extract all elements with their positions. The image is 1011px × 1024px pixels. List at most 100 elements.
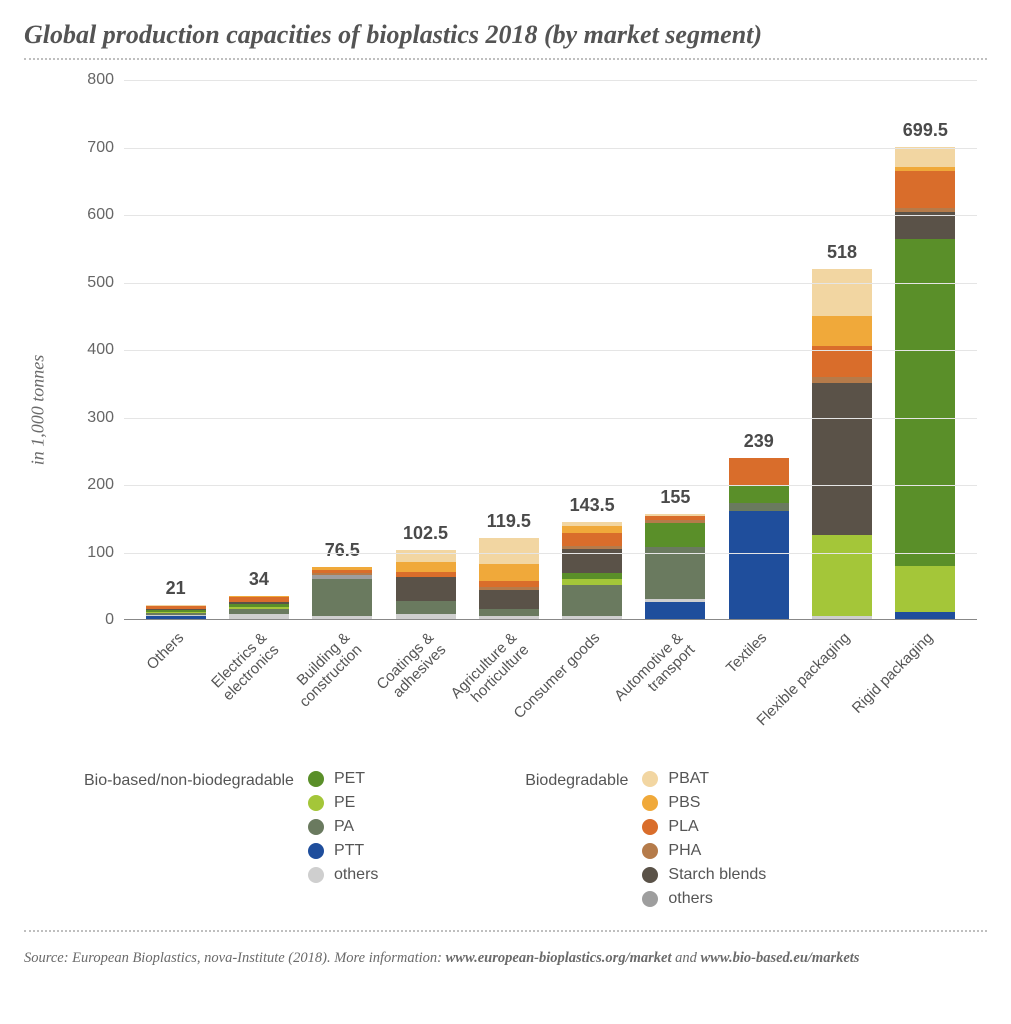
divider-top	[24, 58, 987, 60]
legend: Bio-based/non-biodegradable PET PE PA PTT ot…	[24, 770, 987, 908]
bar-stack	[229, 596, 289, 619]
x-axis-label: Coatings &adhesives	[390, 622, 461, 742]
x-axis-label: Others	[140, 622, 211, 742]
bar-segment-PA	[729, 503, 789, 511]
bar-segment-PBS	[479, 564, 539, 581]
legend-label: PET	[334, 770, 365, 788]
bar-total-label: 518	[806, 242, 877, 263]
bar-segment-nb_others	[479, 616, 539, 619]
bar-segment-PA	[562, 585, 622, 615]
legend-item: PBAT	[642, 770, 766, 788]
footer-link1: www.european-bioplastics.org/market	[446, 950, 672, 966]
bar-total-label: 21	[140, 578, 211, 599]
legend-swatch	[308, 819, 324, 835]
bar-segment-Starch_blends	[479, 590, 539, 609]
bar-stack	[312, 567, 372, 619]
gridline	[124, 215, 977, 216]
y-tick-label: 200	[87, 476, 114, 494]
gridline	[124, 418, 977, 419]
footer-source: Source: European Bioplastics, nova-Insti…	[24, 950, 987, 967]
bar-segment-PE	[895, 566, 955, 612]
bar-segment-nb_others	[312, 616, 372, 619]
legend-swatch	[308, 867, 324, 883]
bar-segment-PBS	[812, 316, 872, 346]
legend-label: PLA	[668, 818, 698, 836]
legend-swatch	[642, 771, 658, 787]
bar-stack	[729, 458, 789, 619]
bar-segment-PA	[479, 609, 539, 616]
bar-segment-PA	[645, 547, 705, 600]
legend-items-nonbio: PET PE PA PTT others	[308, 770, 378, 908]
gridline	[124, 350, 977, 351]
y-tick-label: 300	[87, 409, 114, 427]
legend-item: Starch blends	[642, 866, 766, 884]
bar-stack	[812, 269, 872, 619]
gridline	[124, 148, 977, 149]
legend-item: PLA	[642, 818, 766, 836]
bar-segment-PTT	[146, 616, 206, 619]
bar-segment-PBS	[562, 526, 622, 533]
legend-label: Starch blends	[668, 866, 766, 884]
legend-label: PE	[334, 794, 355, 812]
bar-segment-PBAT	[812, 269, 872, 316]
gridline	[124, 485, 977, 486]
x-axis-label: Agriculture &horticulture	[473, 622, 544, 742]
y-tick-label: 600	[87, 206, 114, 224]
legend-label: PBAT	[668, 770, 709, 788]
legend-item: PBS	[642, 794, 766, 812]
y-tick-label: 700	[87, 139, 114, 157]
legend-item: others	[308, 866, 378, 884]
y-tick-label: 800	[87, 71, 114, 89]
legend-item: PE	[308, 794, 378, 812]
bar-total-label: 102.5	[390, 523, 461, 544]
footer-mid: and	[671, 950, 700, 966]
legend-swatch	[308, 771, 324, 787]
legend-item: PTT	[308, 842, 378, 860]
y-tick-label: 400	[87, 341, 114, 359]
y-tick-label: 100	[87, 544, 114, 562]
legend-label: PBS	[668, 794, 700, 812]
legend-swatch	[642, 843, 658, 859]
footer-link2: www.bio-based.eu/markets	[700, 950, 859, 966]
legend-label: PHA	[668, 842, 701, 860]
bar-segment-nb_others	[812, 616, 872, 619]
bar-segment-PE	[812, 535, 872, 616]
x-axis-label: Textiles	[723, 622, 794, 742]
legend-title-bio: Biodegradable	[438, 770, 628, 908]
legend-items-bio: PBAT PBS PLA PHA Starch blends others	[642, 770, 766, 908]
x-axis-label: Automotive &transport	[640, 622, 711, 742]
bar-segment-PHA	[812, 377, 872, 384]
bar-segment-PBAT	[895, 147, 955, 168]
legend-swatch	[642, 891, 658, 907]
bar-segment-PET	[645, 523, 705, 547]
legend-label: PA	[334, 818, 354, 836]
y-tick-label: 500	[87, 274, 114, 292]
bar-stack	[479, 538, 539, 619]
bar-segment-PLA	[729, 458, 789, 485]
bar-segment-nb_others	[229, 614, 289, 619]
legend-title-nonbio: Bio-based/non-biodegradable	[84, 770, 294, 908]
legend-swatch	[308, 843, 324, 859]
bar-segment-PLA	[895, 171, 955, 208]
bar-stack	[146, 605, 206, 619]
chart-title: Global production capacities of bioplast…	[24, 20, 987, 50]
legend-item: PET	[308, 770, 378, 788]
legend-item: others	[642, 890, 766, 908]
gridline	[124, 283, 977, 284]
bar-total-label: 34	[223, 569, 294, 590]
legend-group-bio: Biodegradable PBAT PBS PLA PHA Starch blends…	[438, 770, 766, 908]
x-axis-label: Building &construction	[307, 622, 378, 742]
bar-segment-nb_others	[396, 614, 456, 619]
y-tick-label: 0	[105, 611, 114, 629]
legend-swatch	[642, 867, 658, 883]
plot-region: 213476.5102.5119.5143.5155239518699.5 01…	[124, 80, 977, 620]
legend-label: others	[668, 890, 712, 908]
bar-segment-PLA	[562, 533, 622, 547]
bar-segment-nb_others	[562, 616, 622, 619]
gridline	[124, 553, 977, 554]
legend-swatch	[308, 795, 324, 811]
bar-stack	[895, 147, 955, 619]
bar-total-label: 143.5	[556, 495, 627, 516]
bar-segment-Starch_blends	[895, 212, 955, 239]
bar-stack	[396, 550, 456, 619]
